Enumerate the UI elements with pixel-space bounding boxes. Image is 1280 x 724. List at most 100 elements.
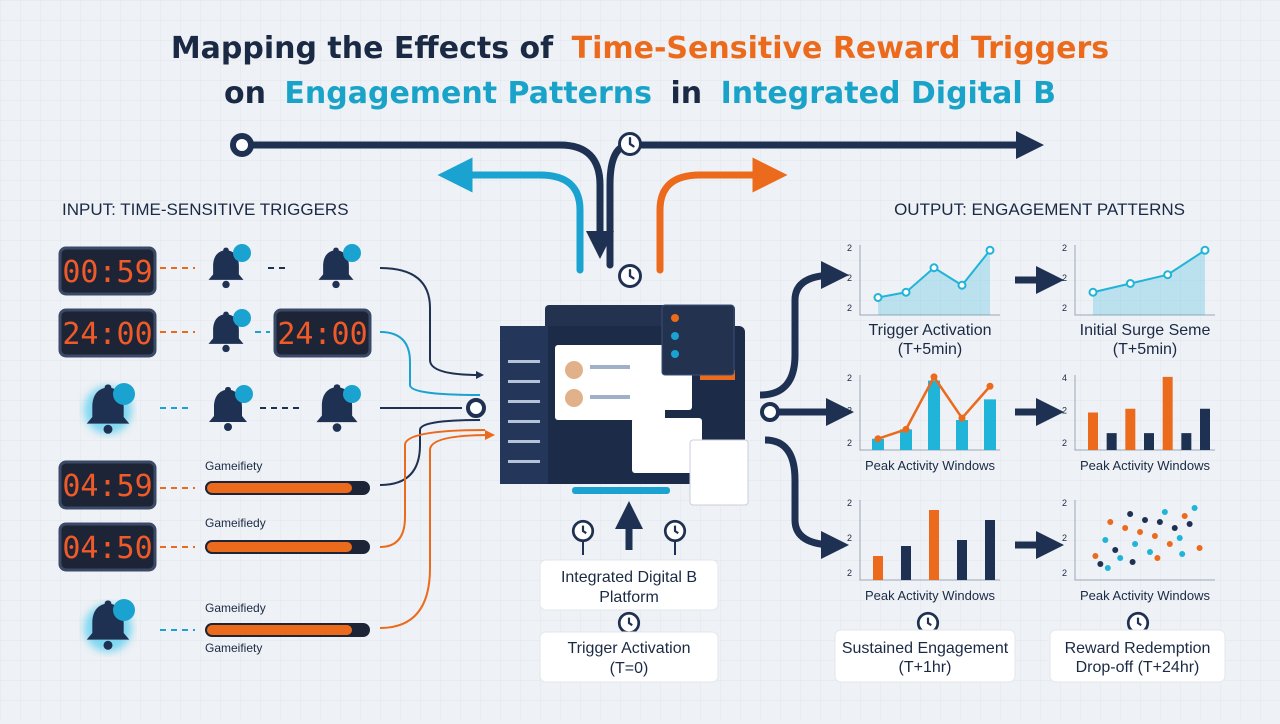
progress-fill — [207, 625, 352, 635]
scatter-point — [1186, 521, 1193, 527]
bar — [900, 429, 912, 450]
panel-caption: Peak Activity Windows — [865, 458, 996, 473]
scatter-point — [1129, 559, 1136, 565]
progress-label: Gameifiedy — [205, 516, 266, 530]
bar — [929, 510, 939, 580]
bar — [984, 399, 996, 450]
bar — [1088, 412, 1098, 450]
scatter-point — [1102, 537, 1109, 543]
y-tick-label: 2 — [847, 243, 852, 253]
scatter-point — [1142, 517, 1148, 523]
bells — [84, 244, 361, 652]
scatter-point — [1161, 509, 1168, 515]
panel-caption: Peak Activity Windows — [1080, 458, 1211, 473]
y-tick-label: 2 — [847, 273, 852, 283]
output-box-label: Drop-off (T+24hr) — [1076, 659, 1200, 676]
y-tick-label: 2 — [1062, 273, 1067, 283]
point — [930, 373, 938, 381]
line — [1092, 249, 1206, 294]
output-box — [1049, 629, 1226, 683]
timer: 24:00 — [277, 317, 367, 352]
timer-box — [273, 308, 372, 358]
title-line-2: on Engagement Patterns in Integrated Dig… — [224, 76, 1056, 111]
y-tick-label: 2 — [1062, 568, 1067, 578]
point — [1163, 270, 1173, 280]
y-tick-label: 2 — [1062, 406, 1067, 416]
title-part: on — [224, 76, 266, 111]
timer-box — [58, 522, 157, 572]
timer: 00:59 — [62, 255, 152, 290]
bar — [901, 546, 911, 580]
title-part: Mapping the Effects of — [171, 31, 554, 66]
y-tick-label: 2 — [1062, 438, 1067, 448]
bar — [956, 420, 968, 450]
bar — [928, 380, 940, 450]
bar — [1106, 433, 1117, 450]
title-part: Time-Sensitive Reward Triggers — [572, 31, 1110, 66]
output-box-label: Sustained Engagement — [842, 640, 1009, 657]
point — [1200, 245, 1210, 255]
axis — [859, 500, 1000, 581]
scatter-point — [1181, 513, 1188, 519]
panel-caption: (T+5min) — [1113, 341, 1177, 358]
input-connectors — [379, 267, 495, 629]
bar — [985, 520, 995, 580]
trigger-label: Trigger Activation — [567, 640, 690, 657]
bar — [1162, 376, 1173, 450]
point — [986, 382, 994, 390]
output-box — [834, 629, 1016, 683]
progress-fill — [207, 483, 352, 493]
y-tick-label: 2 — [1062, 533, 1067, 543]
axis — [1074, 500, 1215, 581]
y-tick-label: 2 — [1062, 303, 1067, 313]
trigger-label: (T=0) — [610, 660, 649, 677]
scatter-point — [1154, 555, 1161, 561]
scatter-point — [1104, 565, 1111, 571]
panel-caption: Peak Activity Windows — [865, 588, 996, 603]
scatter-point — [1137, 529, 1144, 535]
scatter-point — [1107, 519, 1114, 525]
axis — [1074, 245, 1215, 316]
scatter-point — [1151, 533, 1158, 539]
timer: 04:59 — [62, 469, 152, 504]
timer: 24:00 — [62, 317, 152, 352]
y-tick-label: 2 — [847, 406, 852, 416]
y-tick-label: 2 — [847, 568, 852, 578]
panel-caption: Peak Activity Windows — [1080, 588, 1211, 603]
scatter-point — [1179, 551, 1186, 557]
timer-box — [58, 308, 157, 358]
scatter-point — [1127, 511, 1134, 517]
timer-box — [58, 246, 157, 296]
point — [902, 425, 910, 433]
axis — [859, 375, 1000, 451]
timer-box — [58, 460, 157, 510]
scatter-point — [1112, 547, 1119, 553]
title-part: Engagement Patterns — [284, 76, 652, 111]
output-box-label: (T+1hr) — [899, 659, 952, 676]
title-line-1: Mapping the Effects of Time-Sensitive Re… — [171, 31, 1109, 66]
y-tick-label: 4 — [1062, 373, 1067, 383]
y-tick-label: 2 — [847, 373, 852, 383]
point — [873, 293, 883, 302]
bar — [1200, 408, 1210, 450]
progress-label: Gameifiedy — [205, 601, 266, 615]
scatter-point — [1196, 545, 1203, 551]
scatter-point — [1176, 535, 1183, 541]
point — [958, 414, 966, 422]
scatter-point — [1191, 505, 1198, 511]
scatter-point — [1171, 525, 1178, 531]
panel-caption: Initial Surge Seme — [1080, 322, 1211, 339]
panel-caption: Trigger Activation — [868, 322, 991, 339]
point — [929, 263, 939, 273]
platform-label: Platform — [599, 589, 659, 606]
scatter-point — [1132, 541, 1139, 547]
output-heading: OUTPUT: ENGAGEMENT PATTERNS — [894, 200, 1185, 219]
scatter-point — [1097, 561, 1104, 567]
bar — [873, 556, 883, 580]
progress-label: Gameifiety — [205, 641, 262, 655]
progress-label: Gameifiety — [205, 459, 262, 473]
y-tick-label: 2 — [847, 498, 852, 508]
bar — [1125, 408, 1136, 450]
platform-screen — [500, 304, 749, 683]
